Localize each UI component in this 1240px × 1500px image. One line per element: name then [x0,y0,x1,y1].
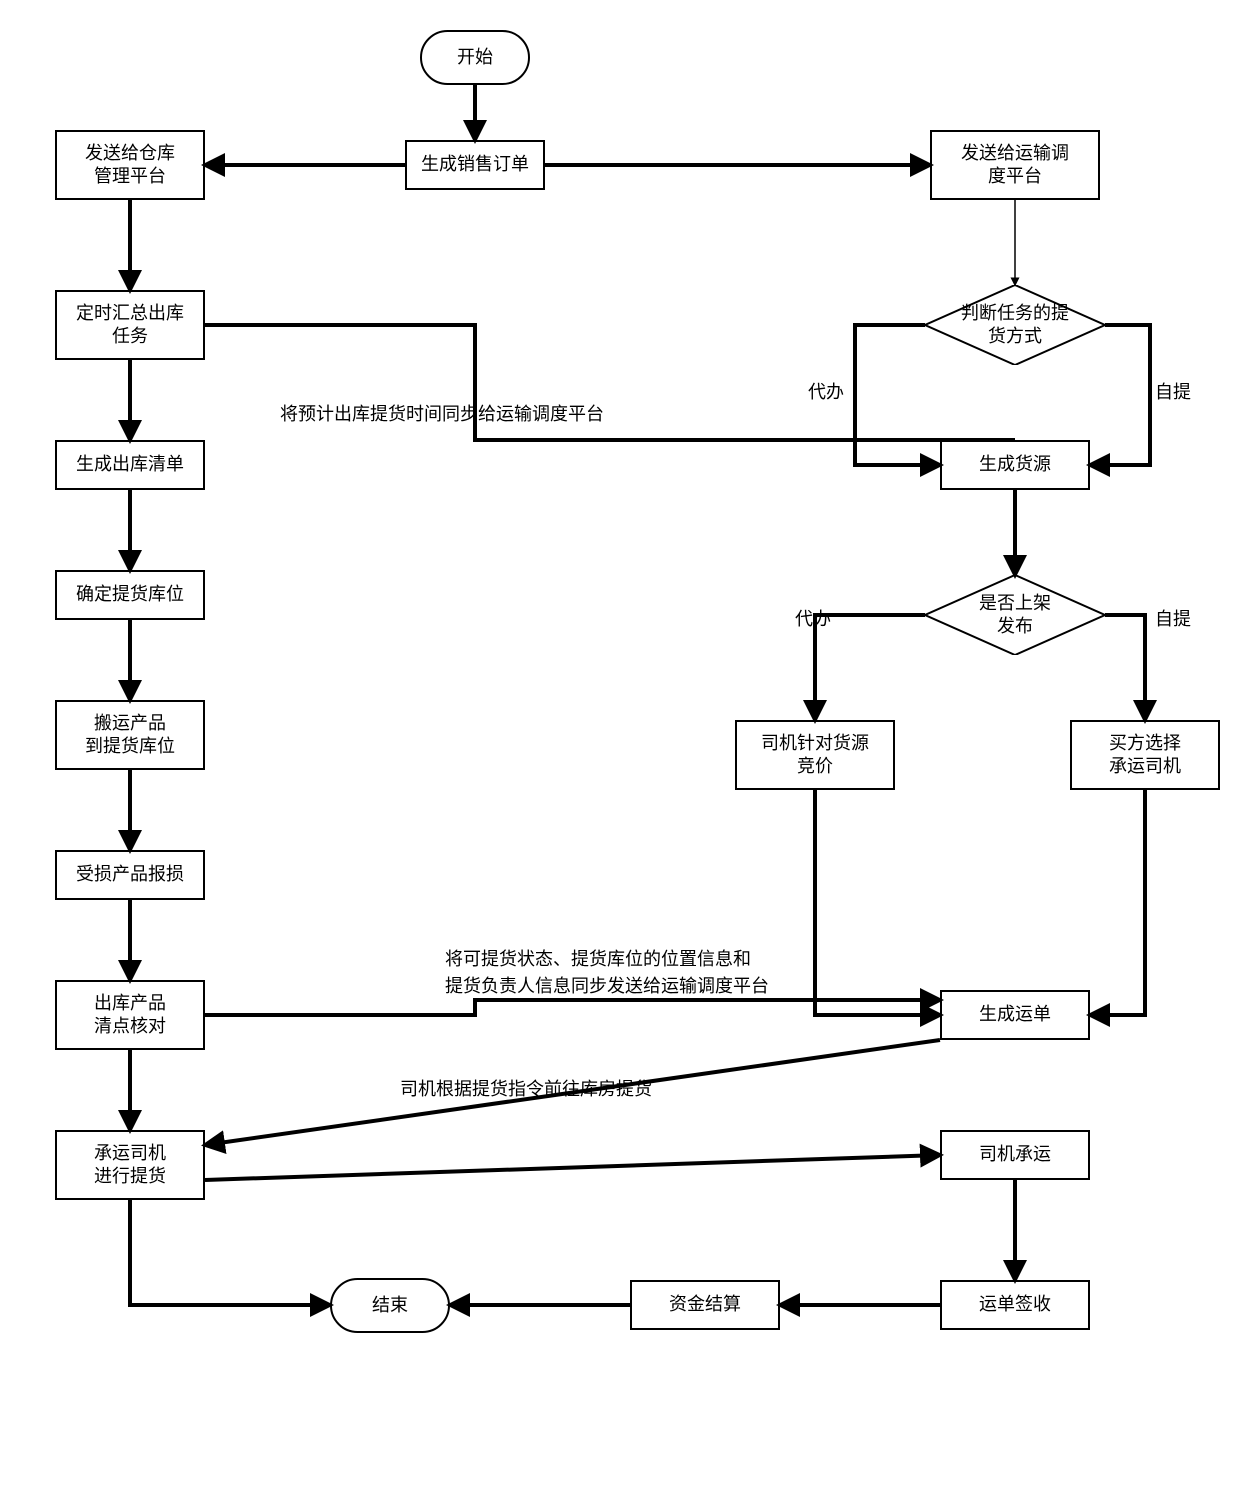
node-label: 是否上架发布 [979,592,1051,639]
node-label: 生成出库清单 [76,453,184,476]
node-end: 结束 [330,1278,450,1333]
node-label: 生成运单 [979,1003,1051,1026]
edge-label-driver_go: 司机根据提货指令前往库房提货 [400,1075,652,1101]
edge-12 [1105,615,1145,720]
edge-11 [815,615,925,720]
edge-label-self1: 自提 [1155,378,1191,404]
node-sched_out: 定时汇总出库任务 [55,290,205,360]
node-move_prod: 搬运产品到提货库位 [55,700,205,770]
node-dec_pub: 是否上架发布 [925,575,1105,655]
node-label: 承运司机进行提货 [94,1142,166,1189]
node-driver_bid: 司机针对货源竞价 [735,720,895,790]
node-send_wh: 发送给仓库管理平台 [55,130,205,200]
node-gen_src: 生成货源 [940,440,1090,490]
node-gen_order: 生成销售订单 [405,140,545,190]
edge-17 [1090,790,1145,1015]
node-label: 结束 [372,1294,408,1317]
node-label: 定时汇总出库任务 [76,302,184,349]
node-label: 发送给仓库管理平台 [85,142,175,189]
edge-16 [815,790,940,1015]
edge-label-agent1: 代办 [808,378,844,404]
node-label: 资金结算 [669,1293,741,1316]
node-label: 买方选择承运司机 [1109,732,1181,779]
edge-25 [130,1200,330,1305]
node-driver_run: 司机承运 [940,1130,1090,1180]
node-label: 出库产品清点核对 [94,992,166,1039]
node-gen_waybill: 生成运单 [940,990,1090,1040]
node-sign: 运单签收 [940,1280,1090,1330]
node-label: 判断任务的提货方式 [961,302,1069,349]
node-start: 开始 [420,30,530,85]
flowchart-canvas: 开始生成销售订单 发送给仓库管理平台 发送给运输调度平台定时汇总出库任务 判断任务的提… [0,0,1240,1500]
edge-label-sync_status_2: 提货负责人信息同步发送给运输调度平台 [445,972,769,998]
node-label: 运单签收 [979,1293,1051,1316]
node-label: 生成销售订单 [421,153,529,176]
node-dmg_report: 受损产品报损 [55,850,205,900]
node-driver_pick: 承运司机进行提货 [55,1130,205,1200]
node-label: 开始 [457,46,493,69]
edge-label-agent2: 代办 [795,605,831,631]
node-label: 发送给运输调度平台 [961,142,1069,189]
node-confirm_loc: 确定提货库位 [55,570,205,620]
node-label: 搬运产品到提货库位 [85,712,175,759]
node-label: 生成货源 [979,453,1051,476]
node-gen_outlist: 生成出库清单 [55,440,205,490]
node-check_out: 出库产品清点核对 [55,980,205,1050]
node-settle: 资金结算 [630,1280,780,1330]
edge-label-self2: 自提 [1155,605,1191,631]
node-label: 确定提货库位 [76,583,184,606]
edge-label-sync_time: 将预计出库提货时间同步给运输调度平台 [280,400,604,426]
node-buyer_pick: 买方选择承运司机 [1070,720,1220,790]
edge-label-sync_status_1: 将可提货状态、提货库位的位置信息和 [445,945,751,971]
node-label: 司机承运 [979,1143,1051,1166]
node-label: 司机针对货源竞价 [761,732,869,779]
node-dec_pick: 判断任务的提货方式 [925,285,1105,365]
node-label: 受损产品报损 [76,863,184,886]
edge-21 [205,1155,940,1180]
node-send_trans: 发送给运输调度平台 [930,130,1100,200]
edge-18 [205,1000,940,1015]
